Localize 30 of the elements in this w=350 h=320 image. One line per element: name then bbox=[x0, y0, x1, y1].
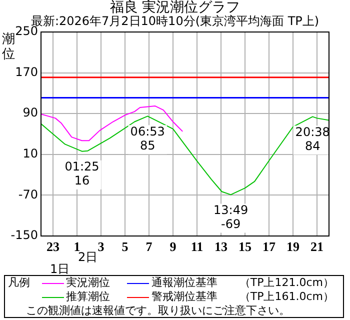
y-tick-label: 90 bbox=[22, 106, 38, 120]
x-tick-label: 19 bbox=[286, 239, 300, 254]
chart-title: 福良 実況潮位グラフ bbox=[110, 0, 240, 16]
x-tick-label: 7 bbox=[146, 239, 153, 254]
legend-label: 実況潮位 bbox=[66, 276, 110, 290]
legend-title: 凡例 bbox=[8, 276, 31, 290]
y-tick-label: 170 bbox=[15, 64, 38, 79]
x-tick-label: 23 bbox=[46, 239, 60, 254]
x-tick-label: 13 bbox=[214, 239, 228, 254]
annotation: 20:38 84 bbox=[295, 124, 330, 153]
y-tick-label: 10 bbox=[22, 146, 38, 161]
text: 2日 bbox=[78, 250, 98, 264]
x-tick-label: 17 bbox=[262, 239, 276, 254]
annotation: 01:25 16 bbox=[64, 159, 100, 188]
legend-label: 通報潮位基準 （TP上121.0cm） bbox=[151, 276, 334, 290]
annotation: 13:49 -69 bbox=[214, 202, 248, 231]
x-tick-label: 3 bbox=[98, 239, 105, 254]
x-tick-label: 11 bbox=[190, 239, 204, 254]
y-tick-label: -70 bbox=[18, 187, 38, 202]
y-tick-label: -150 bbox=[10, 228, 38, 242]
x-tick-label: 21 bbox=[310, 239, 324, 254]
annotation: 06:53 85 bbox=[130, 124, 165, 152]
x-tick-label: 9 bbox=[170, 239, 177, 254]
x-tick-label: 5 bbox=[122, 239, 129, 254]
legend-label: 警戒潮位基準 （TP上161.0cm） bbox=[151, 290, 334, 304]
x-tick-label: 15 bbox=[238, 239, 252, 254]
y-axis-title: 潮位 bbox=[2, 32, 15, 62]
text: この観測値は速報値です。取り扱いにご注意下さい。 bbox=[25, 304, 291, 318]
x-tick-label: 1 bbox=[74, 239, 80, 254]
legend-label: 推算潮位 bbox=[66, 290, 110, 304]
